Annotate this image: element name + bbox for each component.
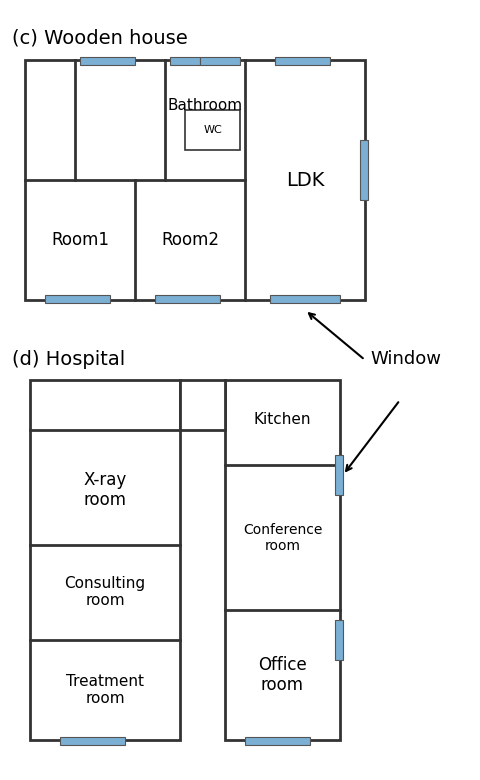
FancyBboxPatch shape [180, 380, 225, 430]
Bar [80, 57, 135, 65]
Bar [170, 57, 200, 65]
Text: Conference
room: Conference room [243, 523, 322, 553]
Text: Bathroom: Bathroom [168, 98, 242, 112]
Bar [200, 57, 240, 65]
Text: Window: Window [370, 350, 441, 368]
Text: Room1: Room1 [51, 231, 109, 249]
Bar [270, 295, 340, 303]
Bar [245, 737, 310, 745]
Bar [155, 295, 220, 303]
Text: (d) Hospital: (d) Hospital [12, 350, 125, 369]
Text: Treatment
room: Treatment room [66, 674, 144, 706]
FancyBboxPatch shape [225, 380, 340, 740]
Text: (c) Wooden house: (c) Wooden house [12, 28, 188, 47]
Bar [360, 140, 368, 200]
FancyBboxPatch shape [25, 60, 365, 300]
Text: Kitchen: Kitchen [254, 413, 311, 427]
Bar [45, 295, 110, 303]
Text: X-ray
room: X-ray room [84, 470, 127, 509]
Bar [60, 737, 125, 745]
Text: WC: WC [203, 125, 222, 135]
FancyBboxPatch shape [185, 110, 240, 150]
FancyBboxPatch shape [30, 380, 180, 740]
Bar [275, 57, 330, 65]
Bar [335, 455, 343, 495]
Text: LDK: LDK [286, 171, 324, 190]
Bar [335, 620, 343, 660]
Text: Consulting
room: Consulting room [64, 576, 145, 608]
Text: Office
room: Office room [258, 656, 307, 694]
Text: Room2: Room2 [161, 231, 219, 249]
